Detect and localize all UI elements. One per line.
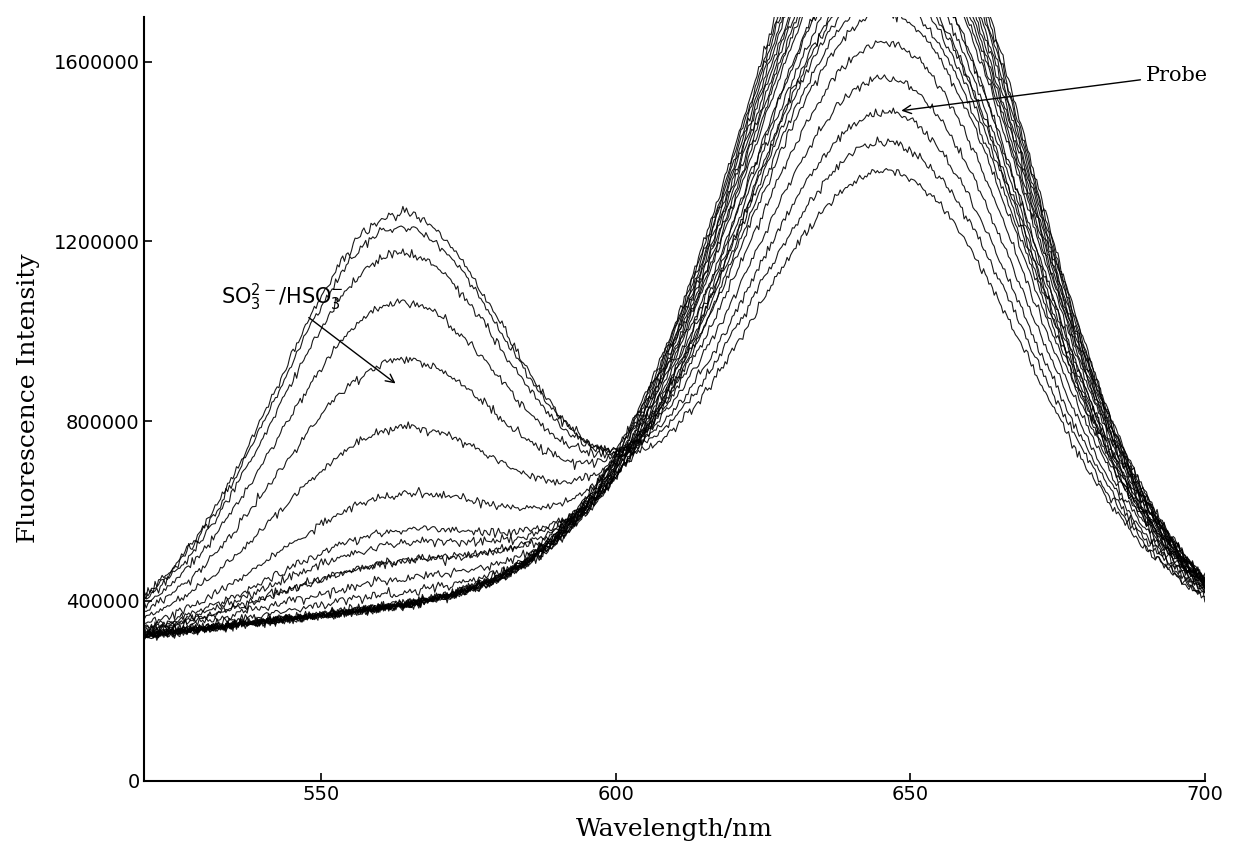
Text: Probe: Probe (903, 65, 1208, 113)
X-axis label: Wavelength/nm: Wavelength/nm (577, 819, 773, 842)
Y-axis label: Fluorescence Intensity: Fluorescence Intensity (16, 254, 40, 543)
Text: $\mathrm{SO_3^{2-}/HSO_3^{-}}$: $\mathrm{SO_3^{2-}/HSO_3^{-}}$ (221, 282, 394, 383)
